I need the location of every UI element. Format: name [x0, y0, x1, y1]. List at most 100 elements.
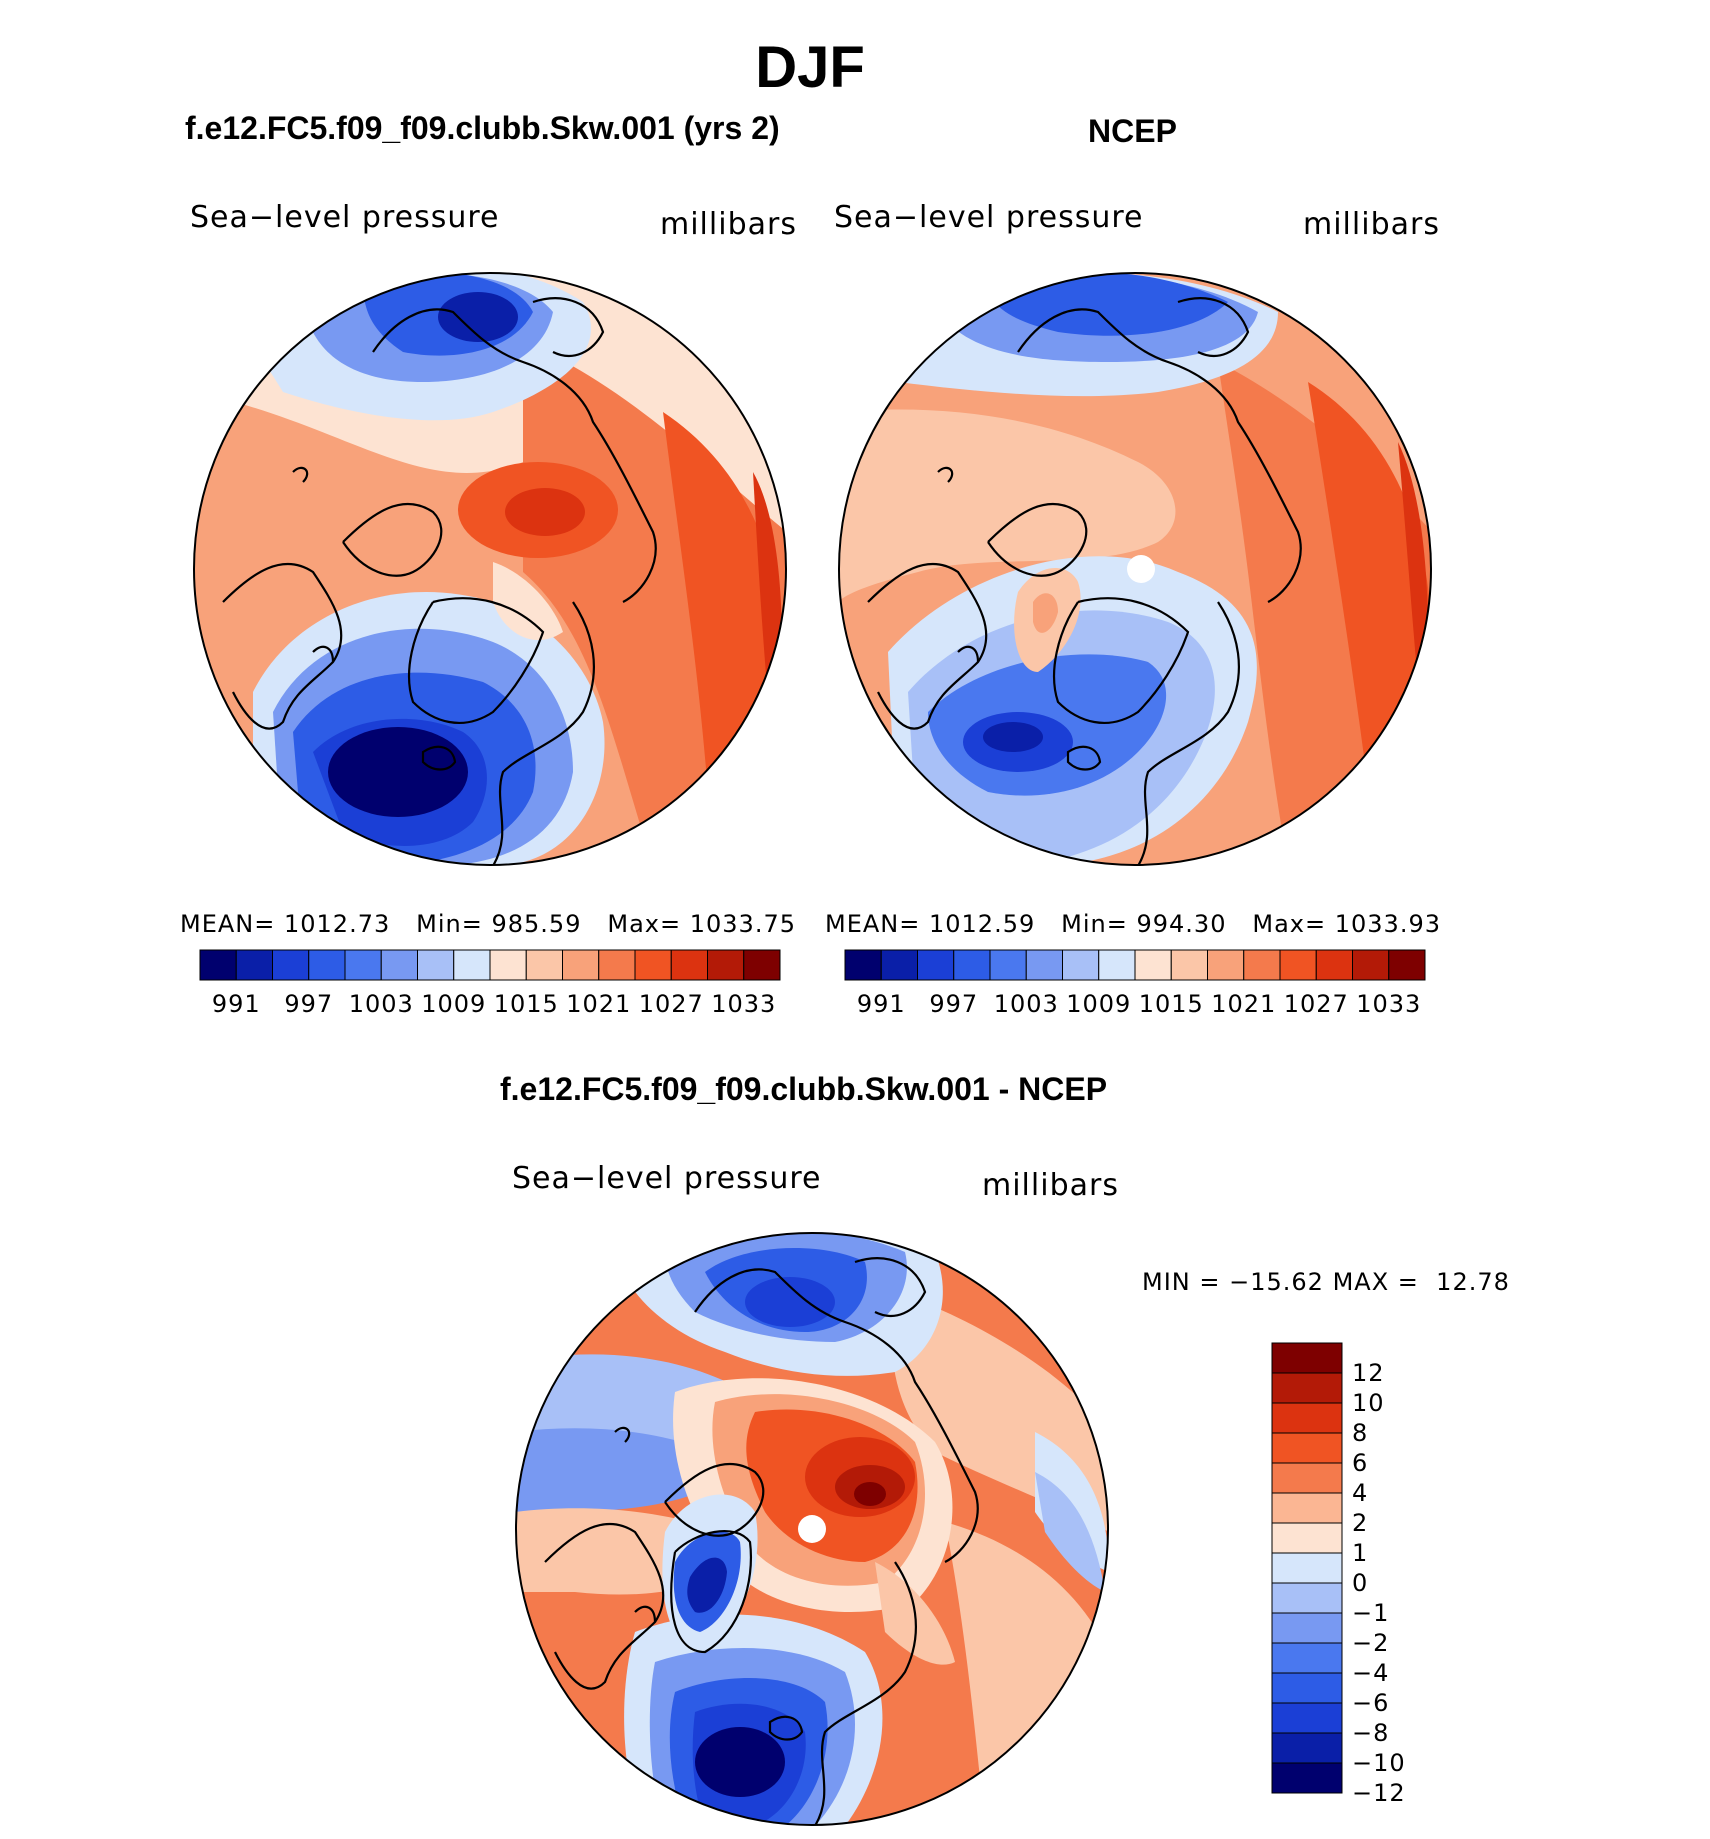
panel-1-title: f.e12.FC5.f09_f09.clubb.Skw.001 (yrs 2) [185, 110, 780, 146]
colorbar-ncep-swatch [1315, 949, 1353, 981]
colorbar-difference-swatch [1271, 1342, 1343, 1374]
colorbar-ncep-tick-label: 1033 [1356, 990, 1422, 1018]
colorbar-difference-swatch [1271, 1492, 1343, 1524]
colorbar-model-swatch [417, 949, 455, 981]
colorbar-model-swatch [598, 949, 636, 981]
map-ncep [838, 272, 1432, 866]
colorbar-difference-swatch [1271, 1762, 1343, 1794]
colorbar-ncep-tick-label: 1009 [1066, 990, 1132, 1018]
panel-2-variable-label: Sea−level pressure [834, 200, 1144, 235]
panel-3-title: f.e12.FC5.f09_f09.clubb.Skw.001 - NCEP [500, 1071, 1108, 1107]
colorbar-ncep-tick-label: 1021 [1211, 990, 1277, 1018]
panel-2-mean-label: MEAN= [825, 910, 921, 938]
colorbar-model-swatch [380, 949, 418, 981]
colorbar-model-swatch [308, 949, 346, 981]
colorbar-ncep-swatch [880, 949, 918, 981]
panel-2-max-value: 1033.93 [1334, 910, 1441, 938]
colorbar-difference-tick-label: −6 [1352, 1689, 1390, 1717]
colorbar-difference-tick-label: −2 [1352, 1629, 1390, 1657]
panel-3-max-value: 12.78 [1436, 1268, 1510, 1296]
colorbar-model-swatch [743, 949, 781, 981]
colorbar-ncep-swatch [844, 949, 882, 981]
colorbar-ncep-swatch [953, 949, 991, 981]
colorbar-model [199, 949, 781, 981]
colorbar-ncep-swatch [917, 949, 955, 981]
colorbar-ncep-swatch [1388, 949, 1426, 981]
colorbar-difference-tick-label: 4 [1352, 1479, 1369, 1507]
colorbar-ncep-tick-label: 991 [856, 990, 906, 1018]
colorbar-ncep-swatch [1207, 949, 1245, 981]
panel-2-units-label: millibars [1303, 207, 1440, 242]
colorbar-model-swatch [634, 949, 672, 981]
colorbar-model-swatch [489, 949, 527, 981]
colorbar-difference-tick-label: 8 [1352, 1419, 1369, 1447]
panel-2-min-value: 994.30 [1136, 910, 1227, 938]
colorbar-ncep-swatch [1025, 949, 1063, 981]
colorbar-difference [1271, 1342, 1343, 1794]
panel-3-variable-label: Sea−level pressure [512, 1161, 822, 1196]
colorbar-model-tick-label: 1003 [348, 990, 414, 1018]
colorbar-model-swatch [525, 949, 563, 981]
colorbar-difference-tick-label: 2 [1352, 1509, 1369, 1537]
colorbar-model-tick-label: 991 [211, 990, 261, 1018]
panel-1-variable-label: Sea−level pressure [190, 200, 500, 235]
colorbar-model-tick-label: 1033 [711, 990, 777, 1018]
colorbar-difference-swatch [1271, 1612, 1343, 1644]
colorbar-ncep-swatch [989, 949, 1027, 981]
colorbar-difference-tick-label: 12 [1352, 1359, 1385, 1387]
colorbar-difference-labels: 12 10 8 6 4 2 1 0 −1 −2 −4 −6 −8 −10 −12 [1352, 1343, 1472, 1813]
colorbar-model-tick-label: 1009 [421, 990, 487, 1018]
panel-3-stats: MIN = −15.62 MAX = 12.78 [1142, 1268, 1510, 1296]
panel-1-mean-label: MEAN= [180, 910, 276, 938]
colorbar-difference-swatch [1271, 1582, 1343, 1614]
panel-1-stats: MEAN= 1012.73 Min= 985.59 Max= 1033.75 [180, 910, 796, 938]
colorbar-difference-swatch [1271, 1522, 1343, 1554]
colorbar-difference-swatch [1271, 1372, 1343, 1404]
panel-2-title: NCEP [1088, 113, 1177, 149]
map-difference [515, 1232, 1109, 1826]
colorbar-ncep-swatch [1134, 949, 1172, 981]
colorbar-ncep-swatch [1170, 949, 1208, 981]
colorbar-difference-swatch [1271, 1402, 1343, 1434]
colorbar-difference-tick-label: −8 [1352, 1719, 1390, 1747]
colorbar-ncep-tick-label: 1015 [1138, 990, 1204, 1018]
panel-2-mean-value: 1012.59 [929, 910, 1036, 938]
colorbar-ncep-tick-label: 1003 [993, 990, 1059, 1018]
colorbar-difference-tick-label: −1 [1352, 1599, 1390, 1627]
colorbar-model-labels: 991 997 1003 1009 1015 1021 1027 1033 [200, 990, 780, 1020]
panel-2-min-label: Min= [1061, 910, 1128, 938]
colorbar-ncep-swatch [1062, 949, 1100, 981]
colorbar-ncep-tick-label: 1027 [1283, 990, 1349, 1018]
colorbar-model-swatch [453, 949, 491, 981]
panel-3-min-value: −15.62 [1229, 1268, 1324, 1296]
panel-1-units-label: millibars [660, 207, 797, 242]
panel-1-mean-value: 1012.73 [284, 910, 391, 938]
colorbar-model-swatch [344, 949, 382, 981]
panel-1-min-label: Min= [416, 910, 483, 938]
colorbar-difference-tick-label: 0 [1352, 1569, 1369, 1597]
colorbar-difference-swatch [1271, 1432, 1343, 1464]
panel-1-max-value: 1033.75 [689, 910, 796, 938]
colorbar-model-swatch [235, 949, 273, 981]
colorbar-difference-swatch [1271, 1462, 1343, 1494]
colorbar-ncep-swatch [1352, 949, 1390, 981]
map-model [193, 272, 787, 866]
colorbar-ncep-labels: 991 997 1003 1009 1015 1021 1027 1033 [845, 990, 1425, 1020]
colorbar-difference-tick-label: −12 [1352, 1779, 1406, 1807]
colorbar-model-tick-label: 1015 [493, 990, 559, 1018]
colorbar-model-tick-label: 1027 [638, 990, 704, 1018]
colorbar-difference-tick-label: −4 [1352, 1659, 1390, 1687]
panel-3-min-label: MIN = [1142, 1268, 1221, 1296]
colorbar-model-swatch [272, 949, 310, 981]
colorbar-model-tick-label: 997 [284, 990, 334, 1018]
colorbar-difference-tick-label: 1 [1352, 1539, 1369, 1567]
panel-1-min-value: 985.59 [491, 910, 582, 938]
colorbar-model-swatch [199, 949, 237, 981]
panel-1-max-label: Max= [607, 910, 682, 938]
colorbar-model-swatch [670, 949, 708, 981]
colorbar-difference-tick-label: 10 [1352, 1389, 1385, 1417]
colorbar-difference-swatch [1271, 1642, 1343, 1674]
colorbar-difference-swatch [1271, 1702, 1343, 1734]
colorbar-model-tick-label: 1021 [566, 990, 632, 1018]
colorbar-ncep [844, 949, 1426, 981]
